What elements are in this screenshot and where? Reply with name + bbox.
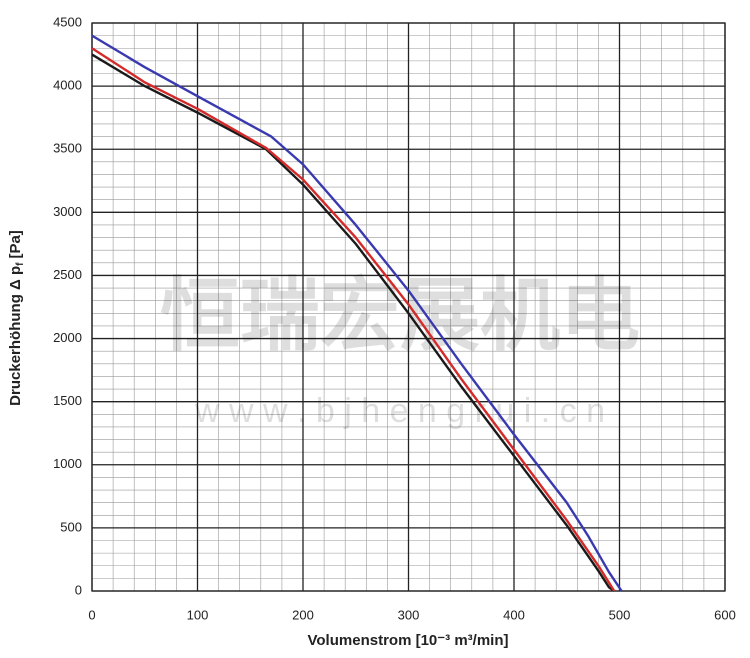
y-tick-label: 4500 (53, 14, 82, 29)
y-tick-label: 0 (75, 582, 82, 597)
x-tick-label: 400 (503, 607, 525, 622)
y-tick-label: 500 (60, 519, 82, 534)
y-tick-label: 2500 (53, 267, 82, 282)
x-tick-label: 600 (714, 607, 736, 622)
series-line (91, 53, 615, 592)
y-label-subscript: f (15, 262, 26, 266)
watermark-url: w w w . b j h e n g r u i . c n (194, 392, 605, 430)
x-tick-label: 200 (292, 607, 314, 622)
y-tick-label: 1000 (53, 456, 82, 471)
x-tick-label: 0 (88, 607, 95, 622)
y-label-text: Druckerhöhung Δ p (7, 266, 24, 406)
x-tick-label: 500 (609, 607, 631, 622)
y-axis-label: Druckerhöhung Δ pf [Pa] (7, 230, 26, 406)
y-tick-label: 3500 (53, 141, 82, 156)
y-label-unit: [Pa] (7, 230, 24, 258)
x-axis-label: Volumenstrom [10⁻³ m³/min] (308, 632, 509, 649)
series-line (91, 34, 623, 592)
y-tick-label: 3000 (53, 204, 82, 219)
y-tick-label: 2000 (53, 330, 82, 345)
x-tick-label: 300 (398, 607, 420, 622)
series-line (91, 47, 616, 592)
watermark: 恒瑞宏展机电 (160, 271, 640, 360)
y-tick-label: 1500 (53, 393, 82, 408)
plot-border (91, 22, 726, 592)
y-tick-label: 4000 (53, 78, 82, 93)
x-tick-label: 100 (187, 607, 209, 622)
